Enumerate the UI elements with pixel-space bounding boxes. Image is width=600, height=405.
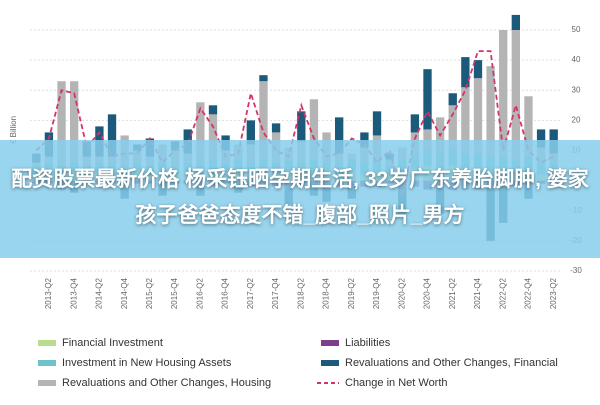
x-tick-label: 2017-Q2 <box>246 277 255 309</box>
x-tick-label: 2015-Q2 <box>145 277 154 309</box>
bar-segment <box>423 129 432 151</box>
legend-label: Financial Investment <box>62 337 163 349</box>
x-tick-label: 2018-Q2 <box>296 277 305 309</box>
bar-segment <box>410 114 420 133</box>
x-tick-label: 2023-Q2 <box>549 277 558 309</box>
bar-segment <box>246 120 255 145</box>
x-tick-label: 2014-Q2 <box>95 277 104 309</box>
bar-segment <box>511 14 520 30</box>
x-tick-label: 2020-Q2 <box>397 277 406 309</box>
legend-swatch <box>38 340 56 346</box>
bar-segment <box>423 69 432 130</box>
x-tick-label: 2020-Q4 <box>423 277 432 309</box>
bar-segment <box>372 111 382 136</box>
bar-segment <box>107 114 117 157</box>
x-tick-label: 2017-Q4 <box>271 277 280 309</box>
bar-segment <box>309 99 319 160</box>
legend-label: Change in Net Worth <box>345 377 448 389</box>
bar-segment <box>259 81 268 160</box>
legend-swatch <box>38 360 56 366</box>
legend-swatch <box>321 360 339 366</box>
bar-segment <box>536 129 546 148</box>
bar-segment <box>271 123 281 133</box>
x-tick-label: 2021-Q4 <box>473 277 482 309</box>
bar-segment <box>360 132 369 148</box>
legend-label: Investment in New Housing Assets <box>62 357 232 369</box>
bar-segment <box>524 96 533 157</box>
bar-segment <box>70 81 79 163</box>
legend: Financial Investment Investment in New Ho… <box>38 337 558 389</box>
x-tick-label: 2018-Q4 <box>322 277 331 309</box>
bar-segment <box>335 117 344 154</box>
x-tick-label: 2013-Q4 <box>69 277 78 309</box>
y-axis-label: € Billion <box>9 116 18 144</box>
x-tick-label: 2016-Q2 <box>195 277 204 309</box>
bar-segment <box>196 102 205 163</box>
y-tick-label: 40 <box>572 55 581 64</box>
legend-label: Revaluations and Other Changes, Financia… <box>345 357 558 369</box>
x-tick-label: 2022-Q4 <box>524 277 533 309</box>
overlay-title: 配资股票最新价格 杨采钰晒孕期生活, 32岁广东养胎脚肿, 婆家孩子爸爸态度不错… <box>11 168 589 227</box>
legend-swatch <box>321 340 339 346</box>
x-tick-label: 2016-Q4 <box>221 277 230 309</box>
x-tick-label: 2019-Q4 <box>372 277 381 309</box>
y-tick-label: 50 <box>572 25 581 34</box>
x-tick-label: 2022-Q2 <box>498 277 507 309</box>
bar-segment <box>57 81 66 166</box>
x-tick-label: 2019-Q2 <box>347 277 356 309</box>
y-tick-label: -30 <box>570 266 582 275</box>
bar-segment <box>297 111 306 142</box>
bar-segment <box>461 87 470 154</box>
x-tick-label: 2013-Q2 <box>44 277 53 309</box>
bar-segment <box>208 114 218 160</box>
bar-segment <box>208 105 218 115</box>
legend-swatch <box>38 380 56 386</box>
x-tick-label: 2021-Q2 <box>448 277 457 309</box>
legend-label: Revaluations and Other Changes, Housing <box>62 377 271 389</box>
bar-segment <box>473 60 483 79</box>
bar-segment <box>473 78 483 154</box>
x-tick-label: 2015-Q4 <box>170 277 179 309</box>
y-tick-label: 30 <box>572 85 581 94</box>
overlay-banner: 配资股票最新价格 杨采钰晒孕期生活, 32岁广东养胎脚肿, 婆家孩子爸爸态度不错… <box>0 140 600 258</box>
bar-segment <box>486 66 495 157</box>
y-tick-label: 20 <box>572 115 581 124</box>
bar-segment <box>259 75 268 82</box>
bar-segment <box>448 93 457 106</box>
x-tick-label: 2014-Q4 <box>120 277 129 309</box>
bar-segment <box>511 30 520 160</box>
bar-segment <box>499 30 508 157</box>
legend-label: Liabilities <box>345 337 391 349</box>
bar-segment <box>448 105 457 151</box>
bar-segment <box>461 57 470 88</box>
